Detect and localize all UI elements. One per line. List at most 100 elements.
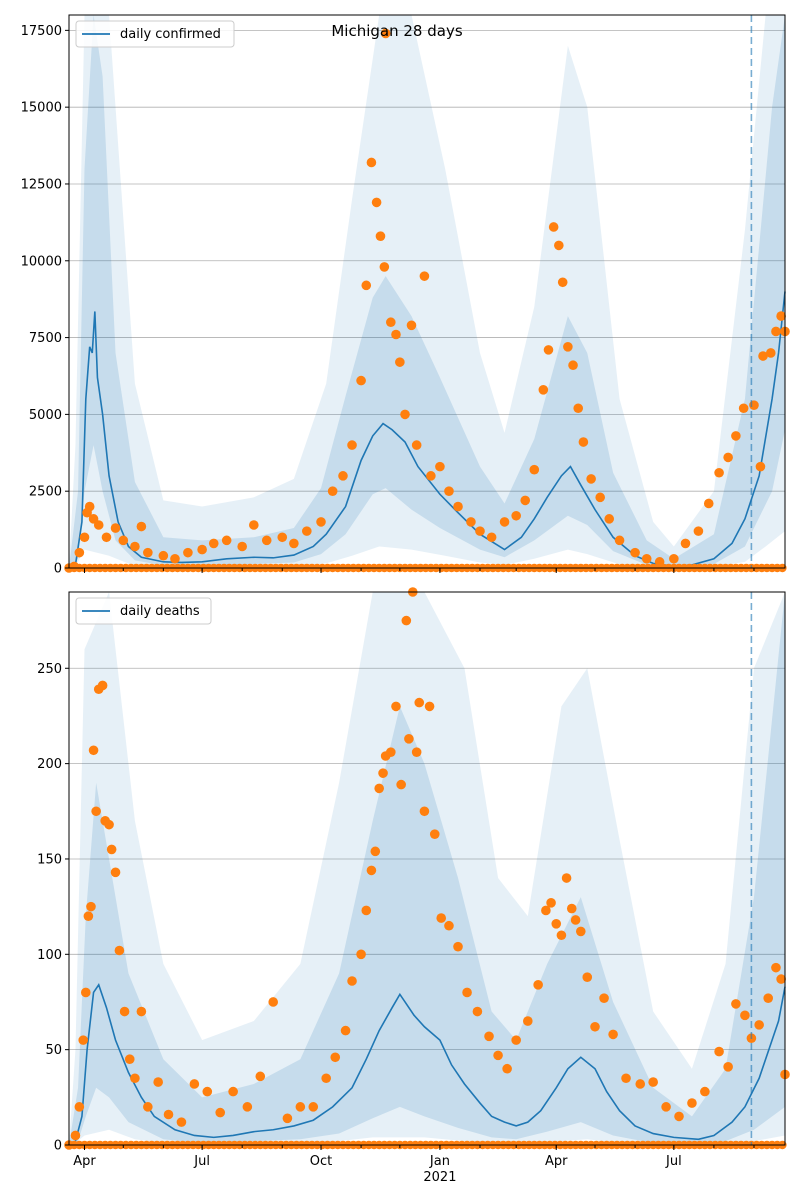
x-tick-label: Jan <box>429 1154 450 1169</box>
observed-point <box>444 920 454 931</box>
top-legend-box <box>75 20 235 48</box>
observed-point <box>582 972 593 982</box>
observed-point <box>529 464 540 475</box>
observed-point <box>338 471 348 481</box>
observed-point <box>136 1006 147 1017</box>
observed-point <box>614 535 625 546</box>
bottom-legend: daily deaths <box>75 597 212 625</box>
confidence-band-outer <box>69 15 785 568</box>
observed-point <box>763 993 773 1003</box>
observed-point <box>771 326 781 337</box>
bottom-legend-box <box>75 597 212 625</box>
observed-point <box>261 535 272 546</box>
observed-point <box>79 532 90 543</box>
observed-point <box>97 680 108 691</box>
observed-point <box>462 987 472 998</box>
confidence-band-inner <box>69 592 785 1145</box>
observed-point <box>81 987 91 998</box>
observed-point <box>436 913 447 923</box>
observed-point <box>69 561 79 572</box>
observed-point <box>268 997 279 1007</box>
bottom-bands <box>69 592 785 1145</box>
observed-point <box>608 1029 618 1040</box>
observed-point <box>88 745 99 756</box>
observed-point <box>475 526 485 536</box>
x-tick-label: Apr <box>73 1154 96 1169</box>
observed-point <box>374 783 384 794</box>
y-tick-label: 0 <box>54 1139 62 1154</box>
observed-point <box>551 919 562 929</box>
observed-point <box>396 779 406 790</box>
observed-point <box>669 553 679 564</box>
y-tick-label: 7500 <box>29 331 62 346</box>
observed-point <box>378 768 388 778</box>
observed-point <box>541 905 551 916</box>
observed-point <box>361 280 372 291</box>
bottom-grid <box>69 667 785 1051</box>
observed-point <box>411 440 422 450</box>
observed-point <box>511 1035 521 1045</box>
bottom-observed <box>64 587 790 1150</box>
observed-point <box>104 819 114 830</box>
observed-point <box>202 1086 213 1097</box>
top-axes-frame <box>68 14 786 569</box>
y-tick-label: 12500 <box>21 177 62 192</box>
model-line <box>68 983 786 1146</box>
observed-point <box>406 320 417 331</box>
observed-point <box>674 1111 684 1122</box>
observed-point <box>648 1077 658 1087</box>
observed-point <box>391 329 401 340</box>
observed-point <box>74 1102 85 1112</box>
observed-point <box>356 375 366 386</box>
observed-point <box>771 962 781 973</box>
observed-point <box>493 1050 503 1061</box>
observed-point <box>143 547 153 558</box>
observed-point <box>395 357 405 367</box>
observed-point <box>543 345 554 355</box>
bottom-x-ticks: Apr Jul Oct Jan Apr Jul 2021 <box>73 1145 755 1185</box>
observed-point <box>411 747 422 757</box>
observed-point <box>371 197 382 208</box>
top-legend: daily confirmed <box>75 20 235 48</box>
x-tick-label: Oct <box>310 1154 332 1169</box>
observed-point <box>74 547 85 558</box>
observed-point <box>327 486 338 496</box>
observed-point <box>548 222 559 232</box>
observed-point <box>604 514 615 524</box>
observed-point <box>414 697 425 708</box>
observed-point <box>84 501 95 512</box>
observed-point <box>136 521 147 532</box>
observed-point <box>511 510 521 521</box>
observed-point <box>78 1035 89 1045</box>
observed-point <box>114 945 125 956</box>
observed-point <box>680 538 691 549</box>
observed-point <box>386 317 396 328</box>
observed-point <box>538 385 549 395</box>
y-tick-label: 15000 <box>21 101 62 116</box>
observed-point <box>183 547 193 558</box>
observed-point <box>91 806 101 817</box>
observed-point <box>316 517 326 527</box>
confidence-band-outer <box>69 592 785 1145</box>
observed-point <box>731 999 741 1009</box>
observed-point <box>740 1010 750 1021</box>
observed-point <box>595 492 605 503</box>
observed-point <box>723 1062 733 1072</box>
observed-point <box>486 532 497 543</box>
observed-point <box>340 1025 351 1036</box>
observed-point <box>554 240 564 251</box>
x-tick-label: Jul <box>665 1154 682 1169</box>
bottom-legend-label: daily deaths <box>120 604 200 619</box>
observed-point <box>221 535 232 546</box>
observed-point <box>573 403 584 414</box>
observed-point <box>380 28 391 39</box>
observed-point <box>163 1109 174 1120</box>
observed-point <box>703 498 714 509</box>
observed-point <box>119 1006 130 1017</box>
observed-point <box>101 532 112 543</box>
y-tick-label: 50 <box>45 1043 62 1058</box>
bottom-axes-frame <box>68 591 786 1146</box>
observed-point <box>295 1102 306 1112</box>
observed-point <box>654 557 665 567</box>
